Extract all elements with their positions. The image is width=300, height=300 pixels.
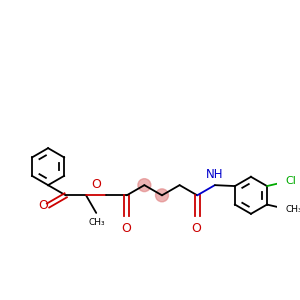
Text: O: O [121, 222, 131, 235]
Text: CH₃: CH₃ [89, 218, 106, 226]
Circle shape [155, 189, 169, 202]
Text: O: O [91, 178, 101, 191]
Text: O: O [38, 199, 48, 212]
Circle shape [138, 179, 151, 192]
Text: O: O [191, 222, 201, 235]
Text: CH₃: CH₃ [286, 205, 300, 214]
Text: NH: NH [206, 167, 224, 181]
Text: Cl: Cl [286, 176, 296, 186]
